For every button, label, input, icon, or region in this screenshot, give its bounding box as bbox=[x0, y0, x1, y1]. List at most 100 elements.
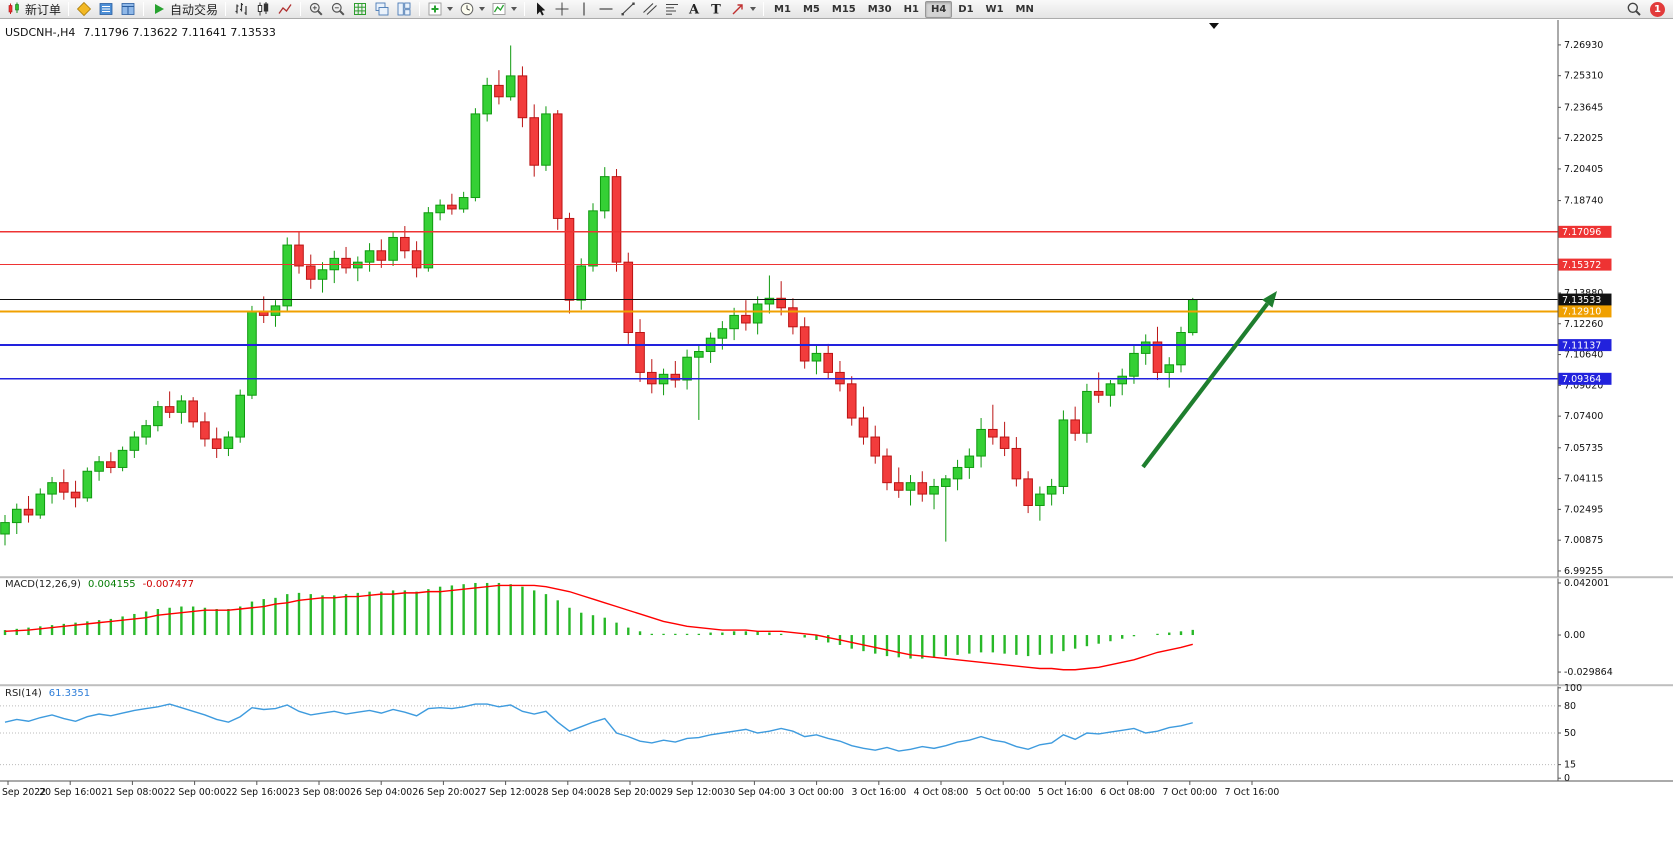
trendline-tool-button[interactable] bbox=[617, 1, 639, 18]
chart-canvas[interactable]: 7.26930 7.25310 7.23645 7.22025 7.20405 7.187… bbox=[0, 19, 1673, 846]
price-tick-label: 7.20405 bbox=[1564, 164, 1603, 175]
macd-tick-label: 0.00 bbox=[1564, 630, 1585, 641]
candle bbox=[153, 406, 163, 427]
toolbar: 新订单 自动交易 A T M1 M5 M15 M30 H1 H4 D1 W1 MN 1 bbox=[0, 0, 1673, 19]
channel-tool-button[interactable] bbox=[639, 1, 661, 18]
time-label: 30 Sep 04:00 bbox=[723, 787, 785, 798]
candle bbox=[11, 508, 22, 524]
toolbar-right: 1 bbox=[1623, 1, 1670, 18]
candle bbox=[447, 204, 457, 210]
notification-badge[interactable]: 1 bbox=[1650, 1, 1665, 17]
price-badge-text: 7.09364 bbox=[1562, 374, 1601, 385]
candle bbox=[164, 406, 175, 413]
timeframe-m1[interactable]: M1 bbox=[768, 1, 797, 18]
dropdown-caret-icon bbox=[511, 7, 518, 11]
rsi-line bbox=[4, 703, 1193, 752]
time-label: 3 Oct 16:00 bbox=[851, 787, 906, 798]
svg-text:T: T bbox=[711, 3, 721, 18]
timeframe-m15[interactable]: M15 bbox=[826, 1, 862, 18]
timeframe-mn[interactable]: MN bbox=[1010, 1, 1040, 18]
candle bbox=[717, 328, 728, 339]
text-tool-button[interactable]: A bbox=[683, 1, 705, 18]
macd-tick-label: -0.029864 bbox=[1564, 667, 1613, 678]
price-axis[interactable]: 7.26930 7.25310 7.23645 7.22025 7.20405 7.187… bbox=[1558, 40, 1612, 577]
toolbar-group-autotrade: 自动交易 bbox=[148, 1, 221, 18]
label-t-icon: T bbox=[711, 3, 721, 18]
candle bbox=[1046, 485, 1057, 495]
timeframe-m5[interactable]: M5 bbox=[797, 1, 826, 18]
toolbar-separator bbox=[143, 2, 145, 16]
candle bbox=[552, 113, 563, 219]
candle bbox=[388, 236, 398, 261]
price-tick-label: 7.05735 bbox=[1564, 443, 1603, 454]
new-order-button[interactable]: 新订单 bbox=[3, 1, 64, 18]
charts-profile-button[interactable] bbox=[73, 1, 95, 18]
time-label: 7 Oct 16:00 bbox=[1225, 787, 1280, 798]
candle bbox=[376, 250, 387, 261]
chart-shift-marker[interactable] bbox=[1209, 23, 1219, 29]
line-chart-button[interactable] bbox=[274, 1, 296, 18]
label-tool-button[interactable]: T bbox=[705, 1, 727, 18]
trendline-icon bbox=[621, 2, 635, 16]
dropdown-caret-icon bbox=[447, 7, 454, 11]
time-label: 28 Sep 04:00 bbox=[537, 787, 599, 798]
candle bbox=[305, 265, 316, 280]
zoom-out-button[interactable] bbox=[327, 1, 349, 18]
autotrading-button[interactable]: 自动交易 bbox=[148, 1, 221, 18]
indicators-icon bbox=[492, 3, 506, 15]
candle bbox=[623, 261, 634, 334]
crosshair-tool-button[interactable] bbox=[551, 1, 573, 18]
time-label: 22 Sep 00:00 bbox=[164, 787, 226, 798]
candle bbox=[1176, 332, 1186, 366]
candle bbox=[400, 236, 410, 252]
arrows-tool-button[interactable] bbox=[727, 1, 759, 18]
horizontal-line-tool-button[interactable] bbox=[595, 1, 617, 18]
candle bbox=[94, 461, 104, 472]
candle bbox=[870, 436, 881, 457]
hline-icon bbox=[599, 8, 613, 10]
arrows-tool-icon bbox=[732, 4, 743, 15]
timeframe-h4[interactable]: H4 bbox=[924, 0, 953, 18]
price-tick-label: 7.04115 bbox=[1564, 474, 1603, 485]
candle bbox=[282, 244, 293, 307]
candle bbox=[1082, 390, 1092, 434]
search-button[interactable] bbox=[1623, 1, 1645, 18]
timeframe-mn-label: MN bbox=[1015, 3, 1034, 15]
toolbar-group-zoom-windows bbox=[305, 1, 415, 18]
cursor-tool-button[interactable] bbox=[529, 1, 551, 18]
timeframe-w1[interactable]: W1 bbox=[980, 1, 1010, 18]
candle bbox=[482, 84, 492, 115]
data-window-button[interactable] bbox=[117, 1, 139, 18]
timeframe-m30[interactable]: M30 bbox=[862, 1, 898, 18]
candlestick-chart-button[interactable] bbox=[252, 1, 274, 18]
market-watch-button[interactable] bbox=[95, 1, 117, 18]
zoom-in-button[interactable] bbox=[305, 1, 327, 18]
cascade-windows-button[interactable] bbox=[371, 1, 393, 18]
time-label: 26 Sep 20:00 bbox=[412, 787, 474, 798]
grid-button[interactable] bbox=[349, 1, 371, 18]
periods-button[interactable] bbox=[456, 1, 488, 18]
fibonacci-tool-button[interactable] bbox=[661, 1, 683, 18]
text-a-icon: A bbox=[688, 3, 700, 18]
timeframe-h1[interactable]: H1 bbox=[898, 1, 925, 18]
candle bbox=[23, 508, 34, 516]
candle-type-icon bbox=[257, 2, 269, 16]
new-chart-button[interactable] bbox=[424, 1, 456, 18]
indicators-button[interactable] bbox=[488, 1, 520, 18]
timeframe-m30-label: M30 bbox=[867, 3, 892, 15]
bar-chart-button[interactable] bbox=[230, 1, 252, 18]
chart-window[interactable]: 7.26930 7.25310 7.23645 7.22025 7.20405 7.187… bbox=[0, 19, 1673, 846]
vertical-line-tool-button[interactable] bbox=[573, 1, 595, 18]
tile-windows-button[interactable] bbox=[393, 1, 415, 18]
timeframe-d1[interactable]: D1 bbox=[952, 1, 979, 18]
candle bbox=[47, 482, 57, 495]
candle bbox=[1035, 493, 1045, 506]
data-window-icon bbox=[121, 3, 135, 15]
trend-arrow[interactable] bbox=[1141, 302, 1269, 469]
time-label: 5 Oct 16:00 bbox=[1038, 787, 1093, 798]
price-badge-current-price bbox=[1558, 293, 1612, 306]
candle bbox=[905, 482, 916, 491]
price-tick-label: 6.99255 bbox=[1564, 566, 1603, 577]
